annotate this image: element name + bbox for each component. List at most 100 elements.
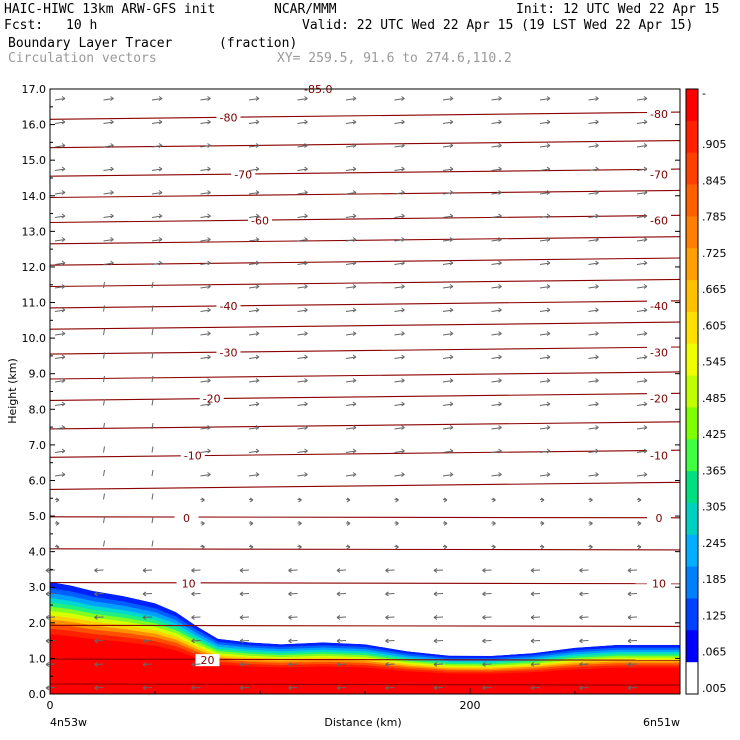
- wind-vector-274: [94, 593, 104, 595]
- wind-vector-head-104: [643, 260, 648, 266]
- wind-vector-head-214: [304, 472, 308, 477]
- wind-vector-121: [248, 309, 260, 312]
- wind-vector-182: [54, 427, 66, 430]
- wind-vector-38: [636, 145, 648, 148]
- wind-vector-298: [627, 616, 638, 618]
- wind-vector-307: [433, 640, 444, 642]
- wind-vector-162: [345, 380, 357, 383]
- colorbar-label-0: -: [702, 87, 706, 100]
- wind-vector-55: [200, 192, 211, 195]
- contour-label-bg-13: [647, 449, 671, 462]
- tracer-fill-group: [50, 581, 680, 694]
- wind-vector-303: [239, 640, 250, 642]
- y-tick-label-14: 14.0: [22, 190, 47, 203]
- wind-vector-head-46: [352, 166, 357, 172]
- wind-vector-248: [103, 540, 105, 547]
- wind-vector-head-9: [449, 96, 454, 101]
- wind-vector-head-31: [255, 143, 260, 148]
- wind-vector-head-76: [546, 213, 551, 219]
- wind-vector-head-83: [255, 237, 260, 242]
- colorbar-swatch-6: [686, 280, 698, 313]
- wind-vector-head-278: [239, 591, 244, 597]
- wind-vector-20: [394, 121, 405, 124]
- wind-vector-266: [336, 569, 347, 571]
- contour-label-3: -70: [650, 168, 668, 181]
- wind-vector-head-84: [304, 237, 308, 242]
- wind-vector-59: [394, 192, 405, 195]
- wind-vector-40: [103, 168, 114, 171]
- wind-vector-176: [394, 403, 405, 406]
- wind-vector-261: [94, 569, 104, 571]
- wind-vector-head-113: [449, 284, 454, 289]
- contour-label-13: -10: [650, 450, 668, 463]
- wind-vector-222: [103, 493, 105, 500]
- wind-vector-313: [94, 663, 104, 665]
- wind-vector-head-32: [304, 143, 308, 148]
- wind-vector-73: [442, 215, 454, 218]
- wind-vector-321: [482, 663, 492, 665]
- wind-vector-head-135: [255, 331, 260, 336]
- wind-vector-head-89: [546, 237, 551, 242]
- contour-label-8: -30: [220, 346, 238, 359]
- colorbar-swatch-1: [686, 120, 698, 154]
- wind-vector-head-82: [207, 237, 211, 242]
- wind-vector-head-74: [449, 213, 454, 219]
- wind-vector-head-174: [255, 401, 260, 407]
- wind-vector-170: [103, 399, 105, 406]
- wind-vector-71: [345, 215, 357, 218]
- colorbar-swatch-16: [686, 598, 698, 631]
- wind-vector-214: [345, 474, 357, 477]
- wind-vector-head-247: [637, 520, 642, 526]
- wind-vector-head-69: [207, 213, 211, 219]
- wind-vector-head-13: [643, 96, 648, 101]
- y-tick-label-2: 2.0: [29, 617, 47, 630]
- wind-vector-191: [491, 427, 502, 430]
- wind-vector-51: [636, 168, 648, 171]
- wind-vector-head-328: [142, 685, 147, 691]
- wind-vector-271: [579, 569, 589, 571]
- x-left-endpoint: 4n53w: [50, 716, 87, 729]
- contour-line-20: [49, 140, 681, 149]
- contour-label-bg-2: [231, 168, 256, 181]
- wind-vector-head-130: [643, 307, 648, 313]
- wind-vector-head-66: [61, 213, 66, 219]
- wind-vector-head-243: [443, 520, 448, 526]
- wind-vector-113: [491, 286, 502, 289]
- wind-vector-head-56: [207, 190, 211, 195]
- wind-vector-155: [636, 356, 648, 359]
- wind-vector-124: [394, 309, 405, 312]
- wind-vector-head-166: [498, 378, 502, 383]
- wind-vector-36: [539, 145, 551, 148]
- wind-vector-263: [191, 569, 201, 571]
- y-tick-label-15: 15.0: [22, 154, 47, 167]
- wind-vector-25: [636, 121, 648, 124]
- wind-vector-289: [191, 616, 201, 618]
- colorbar-label-12: .245: [702, 537, 727, 550]
- wind-vector-head-42: [158, 166, 163, 172]
- wind-vector-79: [103, 239, 114, 242]
- wind-vector-head-27: [61, 143, 66, 148]
- wind-vector-head-157: [61, 378, 66, 383]
- wind-vector-83: [297, 239, 308, 242]
- wind-vector-head-51: [595, 166, 599, 172]
- wind-vector-106: [151, 281, 154, 289]
- wind-vector-37: [588, 145, 599, 148]
- wind-vector-14: [103, 121, 114, 124]
- wind-vector-head-311: [579, 638, 583, 644]
- colorbar-swatch-18: [686, 662, 698, 695]
- wind-vector-head-200: [255, 448, 260, 454]
- wind-vector-180: [588, 403, 599, 406]
- y-tick-label-7: 7.0: [29, 439, 47, 452]
- wind-vector-head-320: [385, 662, 389, 667]
- wind-vector-head-251: [201, 544, 205, 550]
- wind-vector-44: [297, 168, 308, 171]
- wind-vector-head-312: [627, 638, 632, 644]
- colorbar-label-6: .605: [702, 319, 727, 332]
- wind-vector-32: [345, 145, 357, 148]
- wind-vector-head-187: [255, 425, 260, 430]
- wind-vector-5: [297, 98, 308, 101]
- wind-vector-head-144: [61, 354, 66, 360]
- wind-vector-head-165: [449, 378, 454, 383]
- wind-vector-81: [200, 239, 211, 242]
- wind-vector-head-303: [191, 638, 195, 644]
